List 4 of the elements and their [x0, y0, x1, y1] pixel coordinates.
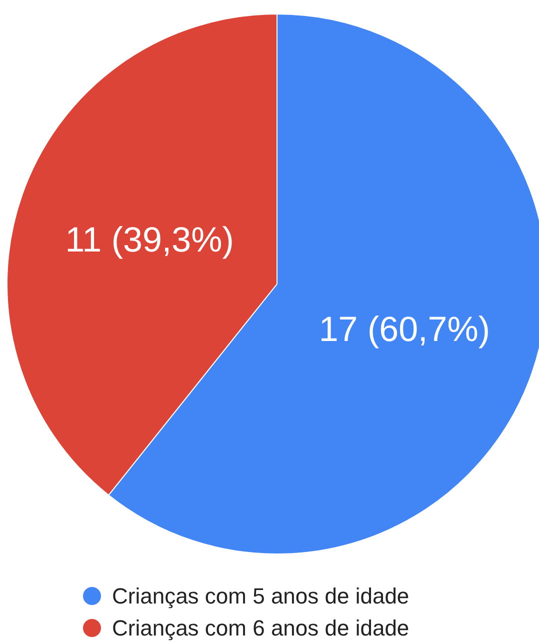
- data-label: 11 (39,3%): [65, 220, 234, 260]
- data-label: 17 (60,7%): [318, 310, 490, 349]
- slice-label: Crianças com 5 anos de idade: [112, 584, 410, 609]
- legend-label: Crianças com 6 anos de idade: [112, 616, 410, 641]
